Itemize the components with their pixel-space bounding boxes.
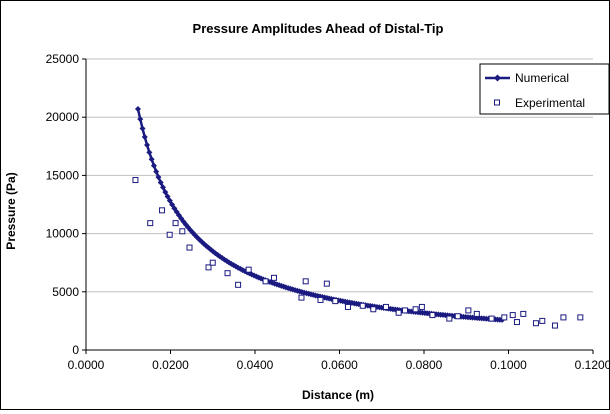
experimental-point [539,317,546,324]
y-tick-label: 0 [72,343,79,357]
legend-experimental-marker [494,99,500,106]
x-tick-label: 0.0400 [237,358,274,372]
experimental-point [245,266,252,273]
y-tick-label: 5000 [52,285,79,299]
legend-experimental-label: Experimental [515,96,585,110]
numerical-point [146,149,153,156]
experimental-point [323,280,330,287]
experimental-point [224,270,231,277]
experimental-point [401,307,408,314]
numerical-point [148,156,155,163]
experimental-point [235,281,242,288]
experimental-point [359,302,366,309]
experimental-point [344,303,351,310]
experimental-point [560,314,567,321]
numerical-point [150,162,157,169]
experimental-point [412,306,419,313]
tick-labels: 0 5000 10000 15000 20000 25000 0.0000 0.0200 0.0… [46,52,610,372]
experimental-point [166,231,173,238]
experimental-point [147,220,154,227]
y-tick-label: 10000 [46,227,80,241]
legend-numerical-label: Numerical [515,71,569,85]
experimental-point [132,177,139,184]
experimental-point [179,228,186,235]
experimental-point [205,264,212,271]
experimental-point [382,303,389,310]
y-tick-label: 20000 [46,110,80,124]
numerical-point [137,116,144,123]
numerical-point [164,193,171,200]
numerical-series-line [136,108,503,322]
numerical-point [169,201,176,208]
numerical-point [166,197,173,204]
x-tick-label: 0.0200 [152,358,189,372]
experimental-point [454,313,461,320]
experimental-point [332,298,339,305]
experimental-point [473,310,480,317]
numerical-point [144,141,151,148]
experimental-point [577,314,584,321]
experimental-point [302,278,309,285]
numerical-point [160,184,167,191]
numerical-point [134,106,141,113]
experimental-point [465,307,472,314]
experimental-point [551,322,558,329]
numerical-point [162,189,169,196]
numerical-point [139,125,146,132]
x-tick-label: 0.1200 [575,358,609,372]
experimental-point [520,310,527,317]
experimental-point [262,278,269,285]
axes [82,58,594,354]
experimental-point [317,296,324,303]
experimental-point [395,309,402,316]
experimental-point [159,207,166,214]
x-tick-label: 0.0600 [321,358,358,372]
experimental-point [370,306,377,313]
numerical-point [153,168,160,175]
experimental-point [501,314,508,321]
experimental-point [488,315,495,322]
y-tick-label: 25000 [46,52,80,66]
y-axis-label: Pressure (Pa) [4,172,18,249]
experimental-point [209,259,216,266]
experimental-point [509,312,516,319]
experimental-point [429,312,436,319]
experimental-point [532,320,539,327]
experimental-point [271,274,278,281]
x-tick-label: 0.1000 [490,358,527,372]
experimental-point [418,303,425,310]
x-axis-label: Distance (m) [302,388,374,402]
experimental-point [446,315,453,322]
experimental-point [186,244,193,251]
experimental-point [172,220,179,227]
legend-numerical-marker [494,74,501,82]
x-tick-label: 0.0800 [406,358,443,372]
plot-series [132,106,584,329]
legend: Numerical Experimental [479,63,610,115]
y-tick-label: 15000 [46,168,80,182]
experimental-point [298,294,305,301]
legend-box [479,63,610,115]
experimental-point [513,319,520,326]
numerical-point [141,134,148,141]
chart-title: Pressure Amplitudes Ahead of Distal-Tip [193,21,444,36]
numerical-point [157,179,164,186]
x-tick-label: 0.0000 [68,358,105,372]
numerical-point [155,174,162,181]
